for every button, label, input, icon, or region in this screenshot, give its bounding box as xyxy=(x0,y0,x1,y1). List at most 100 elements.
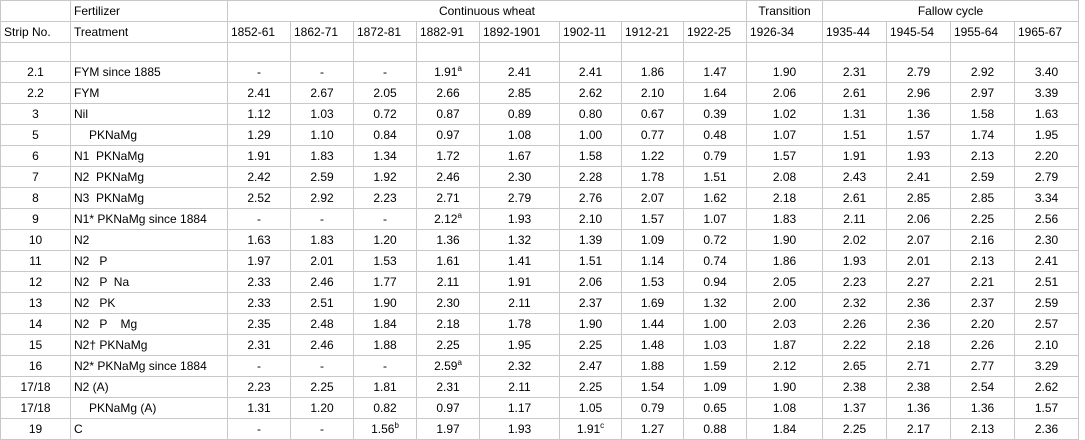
value-cell[interactable]: 2.02 xyxy=(822,229,887,251)
value-cell[interactable]: 2.28 xyxy=(559,166,622,188)
value-cell[interactable]: - xyxy=(290,208,354,230)
strip-cell[interactable]: 3 xyxy=(0,103,71,125)
value-cell[interactable]: 1.78 xyxy=(621,166,684,188)
value-cell[interactable]: 2.23 xyxy=(822,271,887,293)
value-cell[interactable]: 2.46 xyxy=(290,271,354,293)
value-cell[interactable]: 2.79 xyxy=(479,187,560,209)
value-cell[interactable]: 2.06 xyxy=(746,82,823,104)
header-group-fallow-cycle[interactable]: Fallow cycle xyxy=(822,0,1079,22)
value-cell[interactable]: 0.97 xyxy=(416,397,480,419)
value-cell[interactable]: 2.11 xyxy=(479,376,560,398)
value-cell[interactable]: 2.41 xyxy=(1014,250,1079,272)
treatment-cell[interactable]: C xyxy=(70,418,228,440)
empty-cell[interactable] xyxy=(227,42,291,62)
value-cell[interactable]: 1.93 xyxy=(822,250,887,272)
value-cell[interactable]: 2.25 xyxy=(416,334,480,356)
treatment-cell[interactable]: PKNaMg xyxy=(70,124,228,146)
value-cell[interactable]: 2.16 xyxy=(950,229,1015,251)
value-cell[interactable]: 2.23 xyxy=(353,187,417,209)
value-cell[interactable]: 2.18 xyxy=(746,187,823,209)
value-cell[interactable]: 2.26 xyxy=(822,313,887,335)
value-cell[interactable]: 2.59 xyxy=(290,166,354,188)
value-cell[interactable]: 2.92 xyxy=(290,187,354,209)
value-cell[interactable]: 2.20 xyxy=(1014,145,1079,167)
value-cell[interactable]: 1.93 xyxy=(479,208,560,230)
value-cell[interactable]: 1.56b xyxy=(353,418,417,440)
value-cell[interactable]: 1.51 xyxy=(822,124,887,146)
value-cell[interactable]: 2.79 xyxy=(1014,166,1079,188)
value-cell[interactable]: 2.10 xyxy=(621,82,684,104)
strip-cell[interactable]: 15 xyxy=(0,334,71,356)
value-cell[interactable]: 1.02 xyxy=(746,103,823,125)
treatment-cell[interactable]: N2 PK xyxy=(70,292,228,314)
value-cell[interactable]: 0.77 xyxy=(621,124,684,146)
value-cell[interactable]: 0.89 xyxy=(479,103,560,125)
value-cell[interactable]: 0.84 xyxy=(353,124,417,146)
header-period[interactable]: 1955-64 xyxy=(950,21,1015,43)
header-period[interactable]: 1892-1901 xyxy=(479,21,560,43)
strip-cell[interactable]: 10 xyxy=(0,229,71,251)
value-cell[interactable]: 1.64 xyxy=(683,82,747,104)
value-cell[interactable]: 2.31 xyxy=(227,334,291,356)
value-cell[interactable]: 1.58 xyxy=(559,145,622,167)
value-cell[interactable]: 2.13 xyxy=(950,145,1015,167)
value-cell[interactable]: 2.59a xyxy=(416,355,480,377)
value-cell[interactable]: 0.80 xyxy=(559,103,622,125)
value-cell[interactable]: 1.22 xyxy=(621,145,684,167)
value-cell[interactable]: - xyxy=(290,418,354,440)
treatment-cell[interactable]: N2 P Na xyxy=(70,271,228,293)
value-cell[interactable]: 0.65 xyxy=(683,397,747,419)
header-group-transition[interactable]: Transition xyxy=(746,0,823,22)
treatment-cell[interactable]: FYM since 1885 xyxy=(70,61,228,83)
value-cell[interactable]: 1.78 xyxy=(479,313,560,335)
value-cell[interactable]: 1.84 xyxy=(353,313,417,335)
empty-cell[interactable] xyxy=(479,42,560,62)
value-cell[interactable]: 0.67 xyxy=(621,103,684,125)
value-cell[interactable]: 2.05 xyxy=(353,82,417,104)
value-cell[interactable]: 1.63 xyxy=(227,229,291,251)
value-cell[interactable]: 2.20 xyxy=(950,313,1015,335)
value-cell[interactable]: 1.93 xyxy=(886,145,951,167)
value-cell[interactable]: 1.97 xyxy=(227,250,291,272)
value-cell[interactable]: 2.38 xyxy=(822,376,887,398)
value-cell[interactable]: 2.17 xyxy=(886,418,951,440)
value-cell[interactable]: 1.58 xyxy=(950,103,1015,125)
treatment-cell[interactable]: N2 xyxy=(70,229,228,251)
value-cell[interactable]: 2.48 xyxy=(290,313,354,335)
header-treatment[interactable]: Treatment xyxy=(70,21,228,43)
value-cell[interactable]: 2.85 xyxy=(886,187,951,209)
value-cell[interactable]: - xyxy=(290,355,354,377)
value-cell[interactable]: 0.79 xyxy=(621,397,684,419)
value-cell[interactable]: 2.71 xyxy=(416,187,480,209)
value-cell[interactable]: 2.54 xyxy=(950,376,1015,398)
value-cell[interactable]: 2.03 xyxy=(746,313,823,335)
value-cell[interactable]: 3.40 xyxy=(1014,61,1079,83)
value-cell[interactable]: 0.97 xyxy=(416,124,480,146)
value-cell[interactable]: 2.10 xyxy=(559,208,622,230)
value-cell[interactable]: 2.51 xyxy=(290,292,354,314)
value-cell[interactable]: 1.83 xyxy=(290,145,354,167)
value-cell[interactable]: 2.21 xyxy=(950,271,1015,293)
value-cell[interactable]: 2.11 xyxy=(479,292,560,314)
value-cell[interactable]: 1.83 xyxy=(746,208,823,230)
value-cell[interactable]: 2.36 xyxy=(1014,418,1079,440)
value-cell[interactable]: 2.77 xyxy=(950,355,1015,377)
header-group-continuous-wheat[interactable]: Continuous wheat xyxy=(227,0,747,22)
strip-cell[interactable]: 7 xyxy=(0,166,71,188)
value-cell[interactable]: 2.23 xyxy=(227,376,291,398)
empty-cell[interactable] xyxy=(416,42,480,62)
value-cell[interactable]: 2.85 xyxy=(479,82,560,104)
value-cell[interactable]: 1.47 xyxy=(683,61,747,83)
value-cell[interactable]: 1.29 xyxy=(227,124,291,146)
value-cell[interactable]: 1.53 xyxy=(621,271,684,293)
value-cell[interactable]: 2.12a xyxy=(416,208,480,230)
value-cell[interactable]: 1.74 xyxy=(950,124,1015,146)
value-cell[interactable]: 2.37 xyxy=(950,292,1015,314)
value-cell[interactable]: 2.79 xyxy=(886,61,951,83)
value-cell[interactable]: 1.00 xyxy=(683,313,747,335)
strip-cell[interactable]: 19 xyxy=(0,418,71,440)
value-cell[interactable]: 2.32 xyxy=(822,292,887,314)
strip-cell[interactable]: 17/18 xyxy=(0,376,71,398)
value-cell[interactable]: 1.87 xyxy=(746,334,823,356)
value-cell[interactable]: 2.05 xyxy=(746,271,823,293)
